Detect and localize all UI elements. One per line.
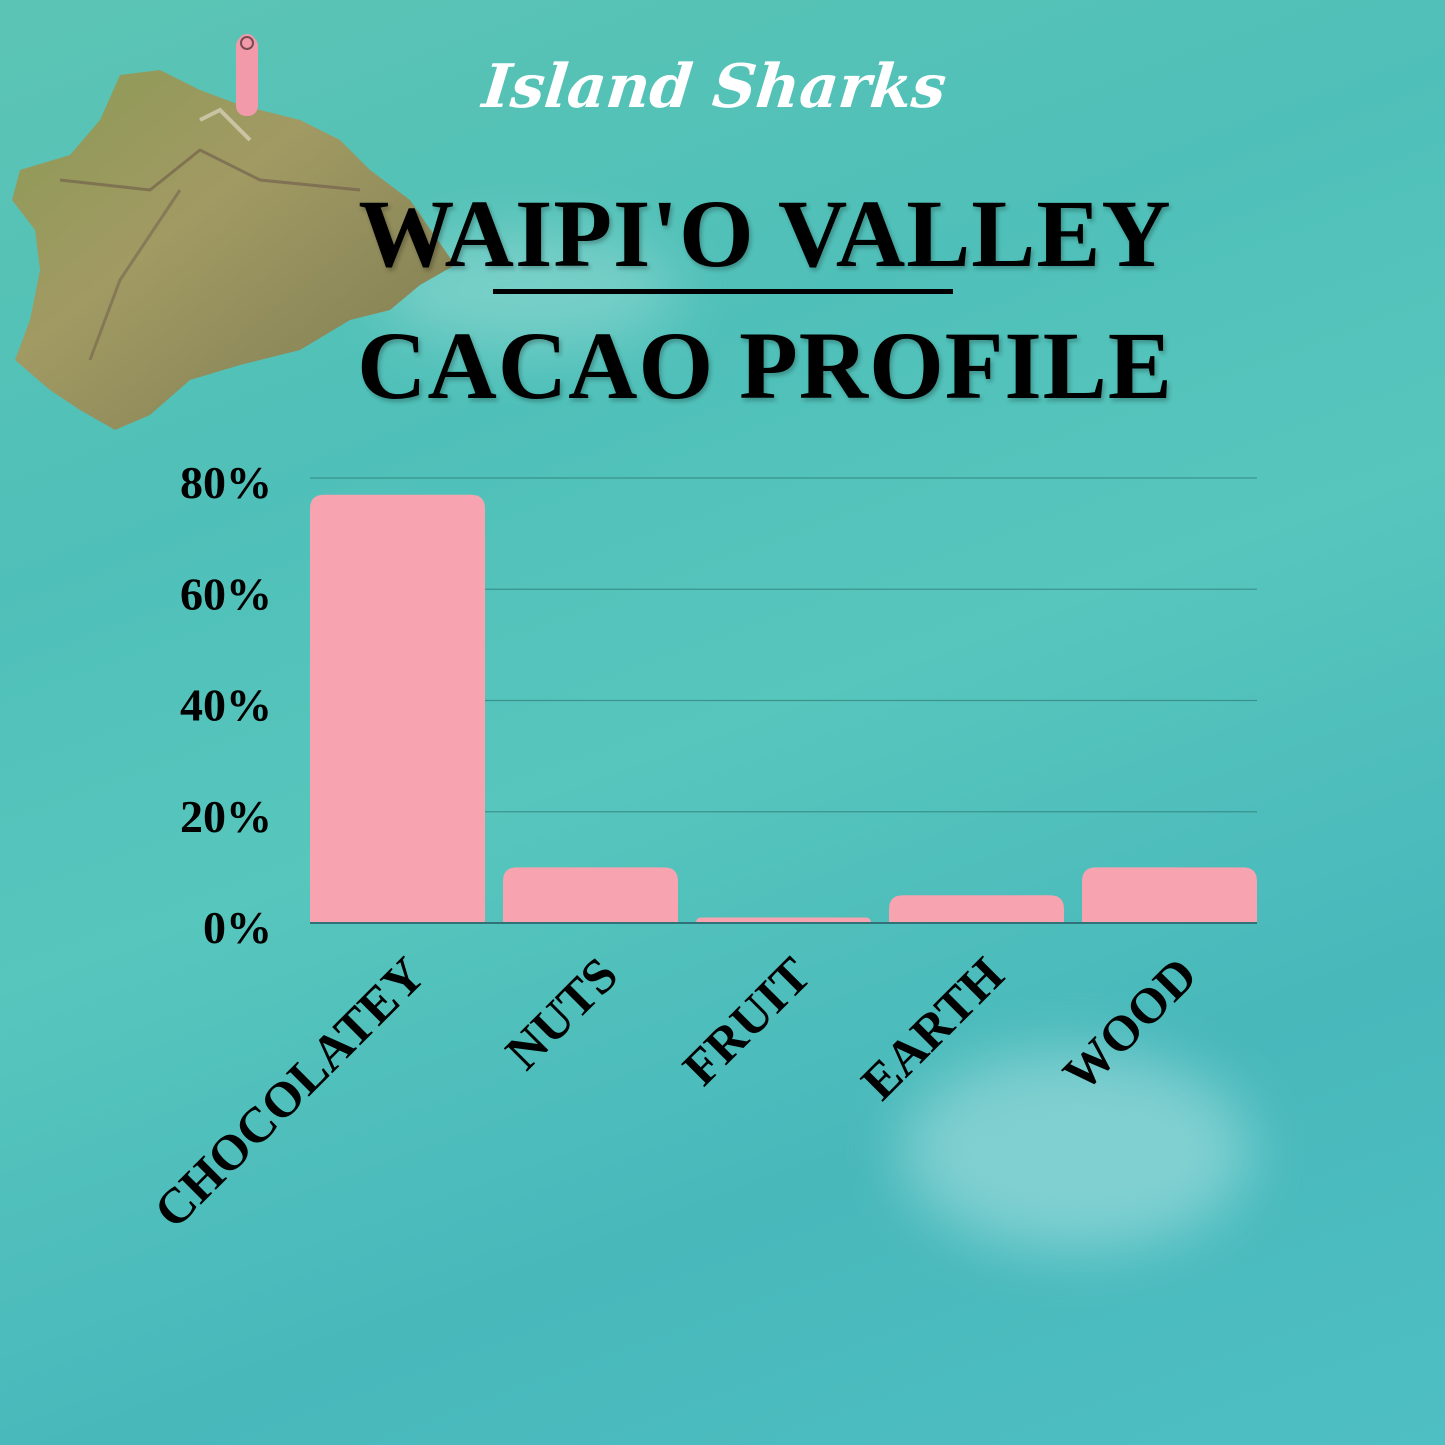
x-tick-label: EARTH: [850, 946, 1014, 1110]
bar-nuts: [503, 867, 678, 923]
page-title-line2: CACAO PROFILE: [357, 312, 1173, 419]
y-tick-label: 40%: [180, 680, 272, 731]
page-title-line1: WAIPI'O VALLEY: [358, 180, 1172, 287]
location-pin-icon: [236, 34, 258, 116]
x-tick-label: FRUIT: [672, 946, 822, 1096]
bar-chocolatey: [310, 494, 485, 923]
bar-fruit: [696, 917, 871, 923]
x-tick-label: WOOD: [1052, 946, 1207, 1101]
y-tick-label: 0%: [203, 902, 272, 953]
y-tick-label: 20%: [180, 791, 272, 842]
bar-wood: [1082, 867, 1257, 923]
background-swirl: [900, 1050, 1250, 1250]
y-tick-label: 80%: [180, 457, 272, 508]
title-divider: [493, 289, 953, 294]
island-map-icon: [12, 70, 455, 430]
y-tick-label: 60%: [180, 568, 272, 619]
bar-earth: [889, 895, 1064, 923]
x-tick-label: NUTS: [494, 946, 628, 1080]
x-tick-label: CHOCOLATEY: [143, 946, 435, 1238]
